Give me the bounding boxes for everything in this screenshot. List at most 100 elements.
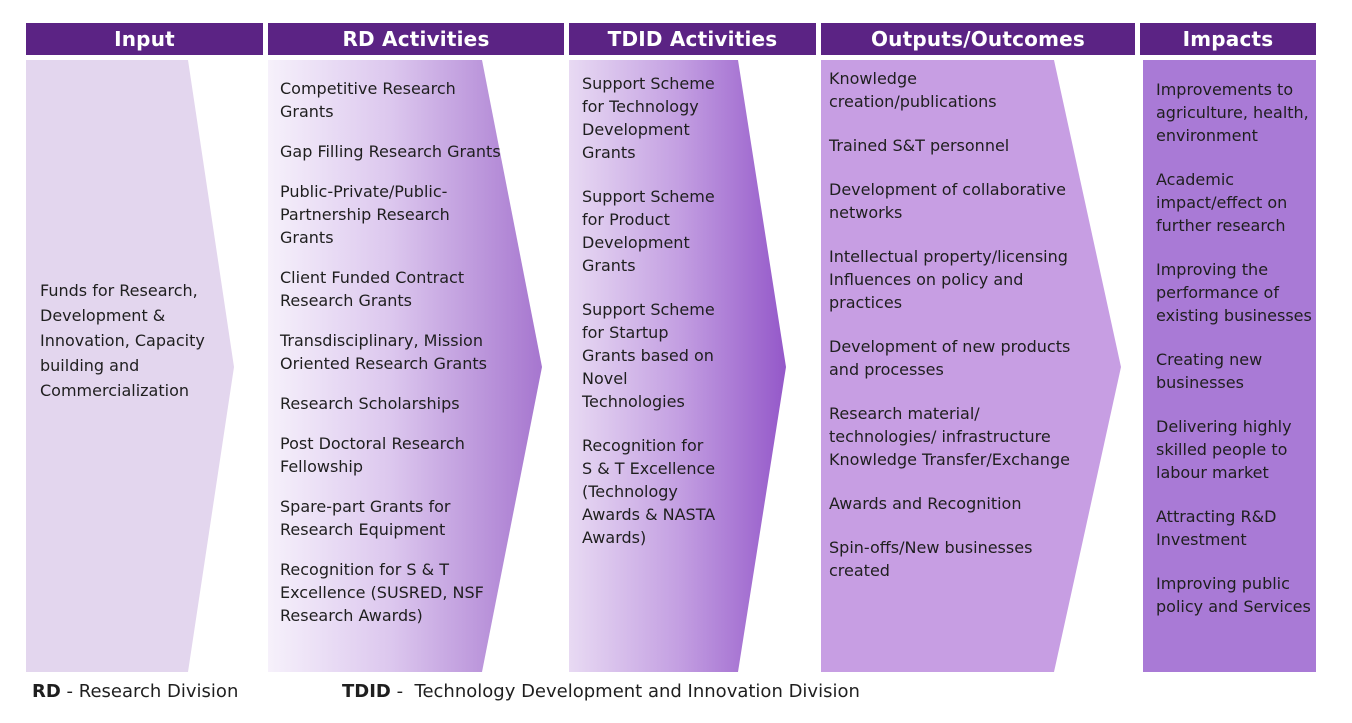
input-line: Development & — [40, 306, 166, 325]
impact-item: Improving public policy and Services — [1156, 572, 1316, 618]
header-impacts: Impacts — [1140, 23, 1316, 55]
rd-activity-item: Recognition for S & T Excellence (SUSRED,… — [280, 558, 550, 627]
rd-activity-item-line: Research Equipment — [280, 520, 446, 539]
legend-tdid-text: - Technology Development and Innovation … — [390, 681, 860, 702]
output-item-line: Spin-offs/New businesses — [829, 538, 1033, 557]
rd-activity-item-line: Spare-part Grants for — [280, 497, 451, 516]
rd-activity-item-line: Research Scholarships — [280, 394, 460, 413]
rd-activity-item-line: Oriented Research Grants — [280, 354, 487, 373]
rd-activity-item-line: Fellowship — [280, 457, 364, 476]
impact-item-line: businesses — [1156, 373, 1244, 392]
rd-activity-item-line: Grants — [280, 228, 334, 247]
outputs-chevron — [821, 60, 1121, 672]
tdid-activity-item-line: Technologies — [582, 392, 685, 411]
input-chevron — [26, 60, 234, 672]
tdid-activity-item-line: Development — [582, 233, 690, 252]
legend-tdid: TDID - Technology Development and Innova… — [342, 680, 860, 704]
impact-item: Creating new businesses — [1156, 348, 1316, 394]
tdid-activity-item-line: Support Scheme — [582, 187, 715, 206]
rd-activity-item-line: Competitive Research — [280, 79, 456, 98]
rd-activity-item-line: Research Awards) — [280, 606, 423, 625]
impacts-list: Improvements to agriculture, health, envir… — [1156, 78, 1316, 618]
rd-activity-item: Client Funded Contract Research Grants — [280, 266, 550, 312]
tdid-activity-item-line: Recognition for — [582, 436, 704, 455]
input-line: Commercialization — [40, 381, 189, 400]
impact-item-line: existing businesses — [1156, 306, 1312, 325]
rd-activity-item-line: Partnership Research — [280, 205, 450, 224]
tdid-activity-item: Support Scheme for Technology Development G… — [582, 72, 782, 164]
impact-item-line: agriculture, health, — [1156, 103, 1309, 122]
impact-item: Improvements to agriculture, health, envir… — [1156, 78, 1316, 147]
rd-activity-item: Spare-part Grants for Research Equipment — [280, 495, 550, 541]
header-rd-activities: RD Activities — [268, 23, 564, 55]
output-item-line: Development of new products — [829, 337, 1071, 356]
output-item-line: practices — [829, 293, 903, 312]
impact-item: Academic impact/effect on further research — [1156, 168, 1316, 237]
tdid-activity-item-line: S & T Excellence — [582, 459, 716, 478]
tdid-chevron — [569, 60, 786, 672]
input-line: building and — [40, 356, 140, 375]
output-item-line: technologies/ infrastructure — [829, 427, 1051, 446]
rd-activity-item-line: Grants — [280, 102, 334, 121]
rd-activity-item-line: Post Doctoral Research — [280, 434, 465, 453]
input-line: Innovation, Capacity — [40, 331, 205, 350]
legend-rd-abbr: RD — [32, 681, 61, 702]
tdid-activity-item: Recognition for S & T Excellence (Technolo… — [582, 434, 782, 549]
impact-item-line: policy and Services — [1156, 597, 1311, 616]
tdid-activity-item-line: for Technology — [582, 97, 699, 116]
output-item: Intellectual property/licensing Influence… — [829, 245, 1129, 314]
output-item-line: and processes — [829, 360, 944, 379]
rd-activity-item: Public-Private/Public- Partnership Resear… — [280, 180, 550, 249]
tdid-activity-item-line: (Technology — [582, 482, 678, 501]
tdid-activity-item-line: for Product — [582, 210, 670, 229]
impact-item-line: Delivering highly — [1156, 417, 1292, 436]
rd-activity-item: Post Doctoral Research Fellowship — [280, 432, 550, 478]
output-item-line: Knowledge Transfer/Exchange — [829, 450, 1070, 469]
impact-item-line: further research — [1156, 216, 1286, 235]
output-item-line: Research material/ — [829, 404, 980, 423]
impact-item-line: Improving the — [1156, 260, 1269, 279]
rd-activity-item-line: Excellence (SUSRED, NSF — [280, 583, 484, 602]
tdid-activity-item-line: Grants — [582, 256, 636, 275]
output-item: Development of new products and processes — [829, 335, 1129, 381]
impact-item-line: Investment — [1156, 530, 1247, 549]
tdid-activities-list: Support Scheme for Technology Development G… — [582, 72, 782, 549]
impact-item: Attracting R&D Investment — [1156, 505, 1316, 551]
tdid-activity-item-line: Support Scheme — [582, 300, 715, 319]
rd-activity-item: Transdisciplinary, Mission Oriented Resea… — [280, 329, 550, 375]
tdid-activity-item-line: Development — [582, 120, 690, 139]
outputs-outcomes-list: Knowledge creation/publications Trained S&… — [829, 67, 1129, 582]
tdid-activity-item-line: Awards) — [582, 528, 647, 547]
input-text: Funds for Research, Development & Innova… — [40, 278, 230, 403]
tdid-activity-item-line: Novel — [582, 369, 628, 388]
legend-rd: RD - Research Division — [32, 680, 238, 704]
rd-activity-item-line: Transdisciplinary, Mission — [280, 331, 483, 350]
tdid-activity-item-line: Grants — [582, 143, 636, 162]
impact-item-line: Improving public — [1156, 574, 1290, 593]
rd-activity-item-line: Gap Filling Research Grants — [280, 142, 501, 161]
impact-item-line: environment — [1156, 126, 1258, 145]
impact-item-line: skilled people to — [1156, 440, 1288, 459]
output-item-line: Knowledge — [829, 69, 917, 88]
tdid-activity-item-line: Support Scheme — [582, 74, 715, 93]
output-item: Knowledge creation/publications — [829, 67, 1129, 113]
impact-item: Improving the performance of existing busi… — [1156, 258, 1316, 327]
rd-activities-list: Competitive Research Grants Gap Filling Re… — [280, 77, 550, 627]
rd-activity-item-line: Recognition for S & T — [280, 560, 449, 579]
impact-item: Delivering highly skilled people to labour… — [1156, 415, 1316, 484]
rd-activity-item: Gap Filling Research Grants — [280, 140, 550, 163]
legend-tdid-abbr: TDID — [342, 681, 391, 702]
output-item-line: Influences on policy and — [829, 270, 1024, 289]
header-input: Input — [26, 23, 263, 55]
output-item-line: networks — [829, 203, 903, 222]
output-item-line: creation/publications — [829, 92, 997, 111]
rd-chevron — [268, 60, 542, 672]
tdid-activity-item-line: for Startup — [582, 323, 669, 342]
tdid-activity-item-line: Awards & NASTA — [582, 505, 716, 524]
input-line: Funds for Research, — [40, 281, 198, 300]
output-item: Spin-offs/New businesses created — [829, 536, 1129, 582]
impact-item-line: impact/effect on — [1156, 193, 1288, 212]
header-outputs-outcomes: Outputs/Outcomes — [821, 23, 1135, 55]
rd-activity-item: Competitive Research Grants — [280, 77, 550, 123]
output-item: Awards and Recognition — [829, 492, 1129, 515]
